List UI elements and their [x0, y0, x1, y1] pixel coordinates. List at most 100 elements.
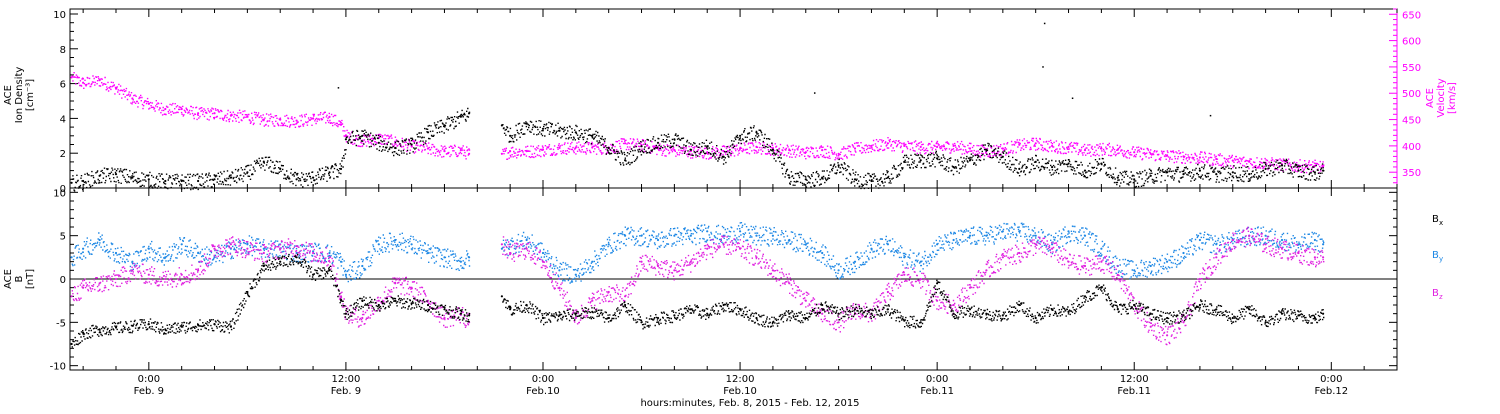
velocity-series-point: [1215, 157, 1218, 161]
density-series-point: [213, 178, 216, 181]
bz-series-point: [1166, 334, 1169, 337]
by-series-point: [952, 238, 955, 242]
bz-series-point: [788, 282, 791, 285]
bx-series-point: [1297, 314, 1300, 317]
density-series-point: [574, 131, 577, 134]
bx-series-point: [985, 312, 988, 315]
velocity-series-point: [147, 102, 150, 105]
velocity-series-point: [739, 147, 742, 150]
x-tick-date: Feb. 9: [331, 386, 361, 397]
by-series-point: [468, 256, 471, 259]
legend-bz: B: [1432, 288, 1439, 299]
left-tick-label: 0: [60, 184, 66, 195]
velocity-series-point: [443, 150, 446, 153]
bx-series-point: [410, 302, 413, 305]
by-series-point: [500, 247, 503, 250]
density-series-point: [1133, 178, 1136, 181]
by-series-point: [886, 243, 890, 246]
bz-series-point: [919, 277, 922, 281]
velocity-series-point: [98, 79, 101, 82]
bx-series-point: [1034, 316, 1037, 320]
bx-series-point: [755, 316, 758, 320]
bx-series-point: [344, 312, 347, 315]
by-series-point: [919, 260, 922, 263]
velocity-series-point: [279, 118, 282, 121]
velocity-axis-label-line: Velocity: [1436, 78, 1447, 117]
bx-series-point: [886, 308, 890, 311]
by-series-point: [1018, 230, 1021, 233]
bx-series-point: [1149, 312, 1152, 315]
bx-series-point: [131, 324, 134, 327]
bx-series-point: [443, 308, 446, 311]
x-tick-date: Feb.11: [1117, 386, 1151, 397]
bz-series-point: [114, 277, 118, 281]
density-series-point: [82, 179, 85, 183]
x-tick-time: 12:00: [331, 374, 360, 385]
density-series-point: [656, 141, 660, 144]
by-series-point: [689, 234, 692, 237]
velocity-series-point: [574, 146, 577, 149]
right-tick-label: 600: [1402, 37, 1421, 48]
bz-series-point: [1215, 256, 1218, 259]
left-tick-label: 4: [60, 114, 66, 125]
by-series-point: [656, 238, 660, 242]
bz-series-point: [821, 312, 824, 315]
by-series-point: [98, 238, 101, 242]
density-series-point: [903, 160, 906, 163]
bx-series-point: [574, 312, 577, 315]
bz-series-point: [1313, 256, 1316, 259]
density-series-point: [344, 138, 347, 141]
bx-series-point: [656, 316, 660, 320]
density-series-point: [98, 174, 101, 177]
velocity-series-point: [1149, 152, 1152, 155]
density-axis-label-line: Ion Density: [14, 67, 25, 124]
bx-series-point: [739, 308, 742, 311]
density-series-point: [541, 127, 545, 130]
density-series-point: [394, 146, 397, 150]
bz-series-point: [739, 247, 742, 250]
bz-series-point: [656, 264, 660, 268]
bz-series-point: [394, 282, 397, 285]
by-series-point: [1100, 247, 1103, 250]
density-series-point: [640, 145, 643, 148]
by-series-point: [968, 234, 972, 237]
velocity-series-point: [1051, 144, 1054, 147]
velocity-series-point: [312, 117, 315, 120]
bx-series-point: [377, 303, 380, 307]
bx-series-point: [394, 299, 397, 302]
density-series-point: [936, 157, 939, 160]
bx-series-point: [558, 314, 561, 317]
bx-series-point: [525, 303, 528, 307]
density-series-point: [771, 148, 775, 151]
velocity-series-point: [344, 134, 347, 137]
density-series-point: [262, 160, 265, 163]
by-series-point: [1166, 260, 1169, 263]
density-series-point: [443, 124, 446, 127]
density-series-point: [312, 176, 315, 179]
bz-series-point: [1083, 264, 1087, 268]
by-series-point: [1313, 238, 1316, 242]
velocity-series-point: [164, 107, 167, 111]
velocity-series-point: [755, 145, 758, 148]
bx-series-point: [1264, 321, 1267, 324]
velocity-series-point: [246, 115, 249, 118]
bx-series-point: [1166, 316, 1169, 320]
bz-series-point: [804, 299, 807, 302]
by-series-point: [903, 256, 906, 259]
density-series-point: [1231, 171, 1234, 174]
left-tick-label: 2: [60, 149, 66, 160]
bz-series-point: [673, 269, 676, 272]
velocity-series-point: [1034, 142, 1037, 145]
bx-series-point: [509, 308, 512, 311]
by-series-point: [70, 256, 73, 259]
bz-series-point: [164, 277, 167, 281]
density-series-point: [1215, 173, 1218, 176]
b-tick-label: -10: [50, 362, 66, 373]
velocity-series-point: [1182, 155, 1185, 158]
bz-series-point: [1264, 243, 1267, 246]
density-series-point: [1313, 171, 1316, 174]
velocity-series-point: [1067, 145, 1070, 148]
bz-series-point: [1001, 256, 1004, 259]
density-series-point: [804, 178, 807, 181]
velocity-series-point: [213, 112, 216, 115]
